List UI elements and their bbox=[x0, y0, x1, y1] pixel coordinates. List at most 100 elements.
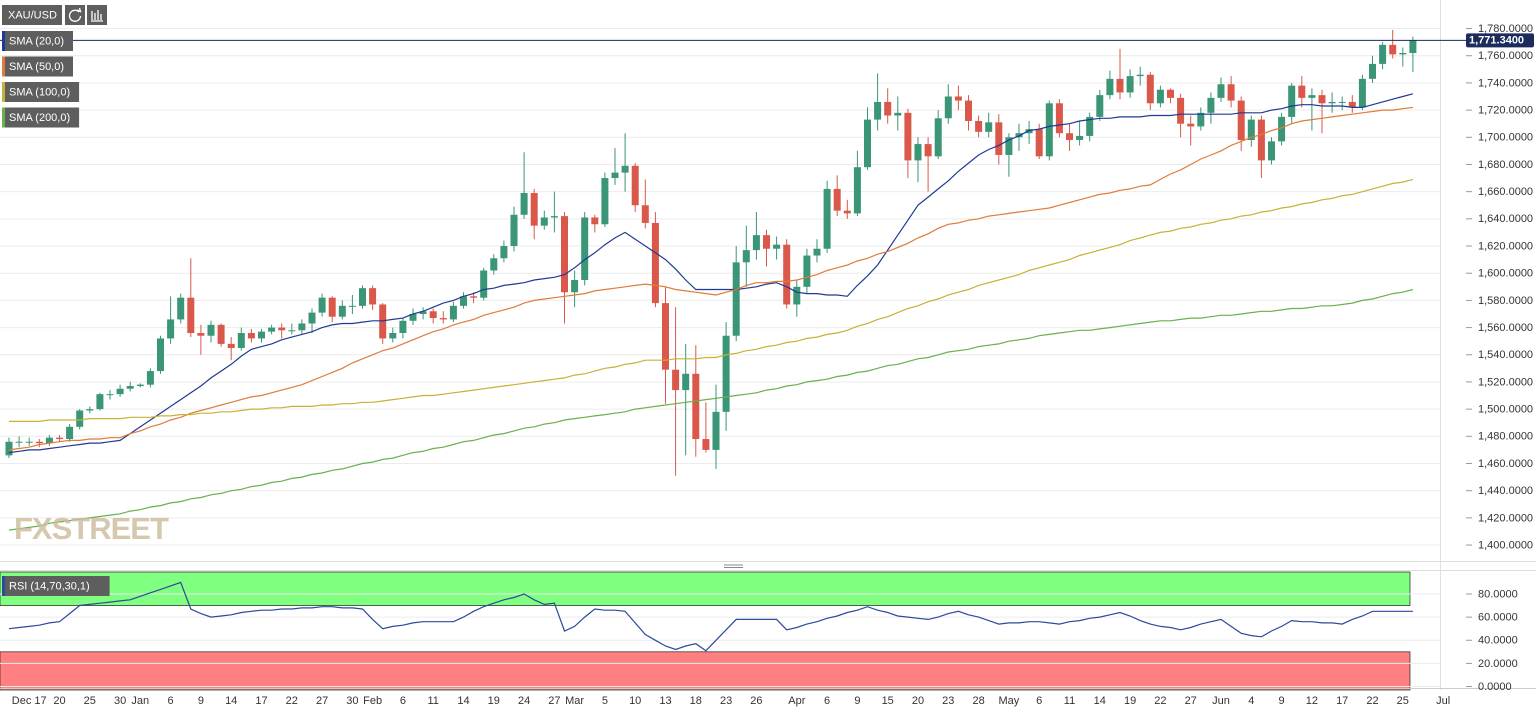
candle-body bbox=[268, 327, 276, 332]
chart-type-button[interactable] bbox=[87, 5, 107, 25]
last-price-box bbox=[1466, 33, 1534, 48]
y-tick-label: 1,520.0000 bbox=[1478, 376, 1533, 388]
x-tick-label: 23 bbox=[942, 695, 954, 707]
candle-body bbox=[1318, 95, 1326, 104]
candle-body bbox=[672, 369, 680, 391]
refresh-icon bbox=[68, 9, 82, 22]
x-tick-label: 28 bbox=[972, 695, 984, 707]
y-tick-label: 1,720.0000 bbox=[1478, 105, 1533, 117]
x-tick-label: 20 bbox=[53, 695, 65, 707]
candle-body bbox=[1005, 137, 1013, 155]
candle-body bbox=[116, 388, 124, 395]
x-tick-label: 22 bbox=[1366, 695, 1378, 707]
candle-body bbox=[1268, 141, 1275, 161]
candle-body bbox=[1177, 97, 1185, 124]
candle-body bbox=[1055, 103, 1063, 134]
candle-body bbox=[914, 144, 922, 161]
candle-body bbox=[884, 101, 892, 116]
candle-body bbox=[197, 333, 205, 336]
candle-body bbox=[76, 410, 84, 427]
candle-body bbox=[732, 262, 740, 336]
candle-body bbox=[692, 373, 700, 440]
x-tick-label: 11 bbox=[1064, 695, 1075, 707]
refresh-button[interactable] bbox=[65, 5, 85, 25]
candle-body bbox=[1076, 135, 1084, 140]
candle-body bbox=[1217, 84, 1225, 98]
x-tick-label: 14 bbox=[1094, 695, 1106, 707]
x-tick-label: Jun bbox=[1212, 695, 1230, 707]
x-tick-label: 27 bbox=[1185, 695, 1197, 707]
candle-body bbox=[1409, 40, 1417, 54]
symbol-bg bbox=[2, 5, 62, 25]
overbought-zone bbox=[0, 571, 1411, 606]
x-tick-label: 11 bbox=[427, 695, 438, 707]
legend-label: SMA (20,0) bbox=[9, 35, 64, 47]
candle-body bbox=[954, 96, 962, 101]
candle-body bbox=[15, 441, 23, 443]
candle-body bbox=[308, 312, 316, 324]
x-tick-label: 25 bbox=[1397, 695, 1409, 707]
candle-body bbox=[25, 441, 33, 443]
x-tick-label: 9 bbox=[1279, 695, 1285, 707]
candle-body bbox=[1247, 119, 1255, 140]
candle-body bbox=[5, 441, 13, 456]
candle-body bbox=[651, 222, 659, 304]
candle-body bbox=[480, 270, 488, 298]
x-tick-label: 27 bbox=[316, 695, 328, 707]
candle-body bbox=[934, 118, 942, 157]
series-line bbox=[9, 178, 1414, 422]
candle-body bbox=[359, 288, 366, 306]
candle-body bbox=[1298, 85, 1306, 98]
x-tick-label: Dec 17 bbox=[12, 695, 47, 707]
x-tick-label: 14 bbox=[457, 695, 469, 707]
y-tick-label: 1,480.0000 bbox=[1478, 431, 1533, 443]
candle-body bbox=[460, 296, 467, 306]
y-tick-label: 40.0000 bbox=[1478, 635, 1518, 647]
x-tick-label: 13 bbox=[659, 695, 671, 707]
x-tick-label: 30 bbox=[114, 695, 126, 707]
candle-body bbox=[56, 437, 63, 440]
y-tick-label: 1,560.0000 bbox=[1478, 322, 1533, 334]
candle-body bbox=[1288, 85, 1296, 117]
pane-resize-handle[interactable] bbox=[724, 564, 743, 568]
series-line bbox=[8, 106, 1413, 451]
candle-body bbox=[449, 305, 457, 320]
x-tick-label: 30 bbox=[346, 695, 358, 707]
candle-body bbox=[1146, 74, 1154, 104]
x-tick-label: 18 bbox=[690, 695, 702, 707]
x-tick-label: 12 bbox=[1306, 695, 1318, 707]
candle-body bbox=[1045, 103, 1053, 157]
candle-body bbox=[853, 167, 861, 214]
marks-layer bbox=[5, 29, 1417, 652]
symbol-box[interactable]: XAU/USD bbox=[2, 5, 62, 25]
candle-body bbox=[470, 296, 478, 298]
candle-body bbox=[763, 235, 770, 249]
candle-body bbox=[318, 297, 326, 313]
candle-body bbox=[1338, 101, 1346, 103]
y-tick-label: 1,660.0000 bbox=[1478, 186, 1533, 198]
candle-body bbox=[550, 216, 558, 218]
candle-body bbox=[1187, 123, 1195, 127]
x-tick-label: 20 bbox=[912, 695, 924, 707]
x-tick-label: 10 bbox=[629, 695, 641, 707]
candle-body bbox=[1308, 95, 1316, 98]
y-tick-label: 60.0000 bbox=[1478, 612, 1518, 624]
candle-body bbox=[965, 100, 972, 121]
x-tick-label: 27 bbox=[548, 695, 560, 707]
x-tick-label: 6 bbox=[168, 695, 174, 707]
x-tick-label: 22 bbox=[1154, 695, 1166, 707]
series-line bbox=[8, 93, 1414, 454]
candle-body bbox=[106, 394, 114, 396]
y-tick-label: 1,500.0000 bbox=[1478, 404, 1533, 416]
candle-body bbox=[157, 338, 164, 372]
candle-body bbox=[591, 217, 599, 225]
candle-body bbox=[167, 319, 175, 339]
x-tick-label: Jan bbox=[131, 695, 149, 707]
candle-body bbox=[490, 258, 498, 271]
y-tick-label: 1,680.0000 bbox=[1478, 159, 1533, 171]
legend-box bbox=[2, 82, 80, 102]
candle-body bbox=[530, 193, 538, 226]
legend-label: SMA (50,0) bbox=[9, 61, 64, 73]
candle-body bbox=[1379, 44, 1387, 64]
